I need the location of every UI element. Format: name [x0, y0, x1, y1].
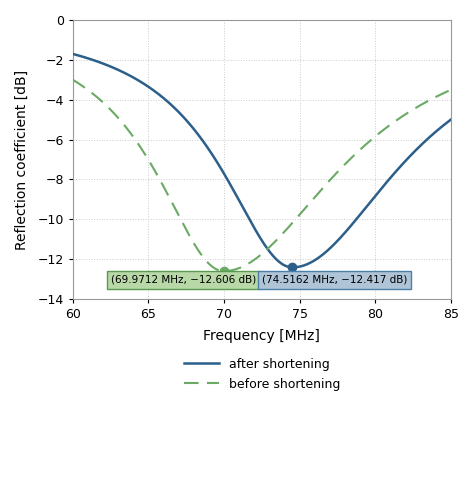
- before shortening: [438, 92, 443, 98]
- before shortening: [89, 90, 95, 96]
- before shortening: [368, 137, 374, 143]
- before shortening: [244, 262, 250, 268]
- Y-axis label: Reflection coefficient [dB]: Reflection coefficient [dB]: [15, 69, 29, 249]
- after shortening: [448, 117, 454, 123]
- before shortening: [254, 255, 260, 261]
- Legend: after shortening, before shortening: after shortening, before shortening: [179, 353, 345, 396]
- after shortening: [437, 125, 443, 131]
- before shortening: [221, 268, 227, 274]
- after shortening: [244, 212, 249, 217]
- after shortening: [89, 57, 95, 62]
- X-axis label: Frequency [MHz]: Frequency [MHz]: [203, 329, 320, 343]
- Text: (74.5162 MHz, −12.417 dB): (74.5162 MHz, −12.417 dB): [262, 275, 407, 285]
- Line: before shortening: before shortening: [73, 80, 451, 271]
- after shortening: [368, 199, 374, 205]
- after shortening: [254, 229, 259, 235]
- Text: (69.9712 MHz, −12.606 dB): (69.9712 MHz, −12.606 dB): [110, 275, 256, 285]
- Line: after shortening: after shortening: [73, 54, 451, 267]
- before shortening: [70, 77, 75, 83]
- before shortening: [437, 92, 443, 98]
- after shortening: [70, 51, 75, 57]
- after shortening: [290, 264, 295, 270]
- before shortening: [448, 87, 454, 92]
- after shortening: [438, 125, 443, 131]
